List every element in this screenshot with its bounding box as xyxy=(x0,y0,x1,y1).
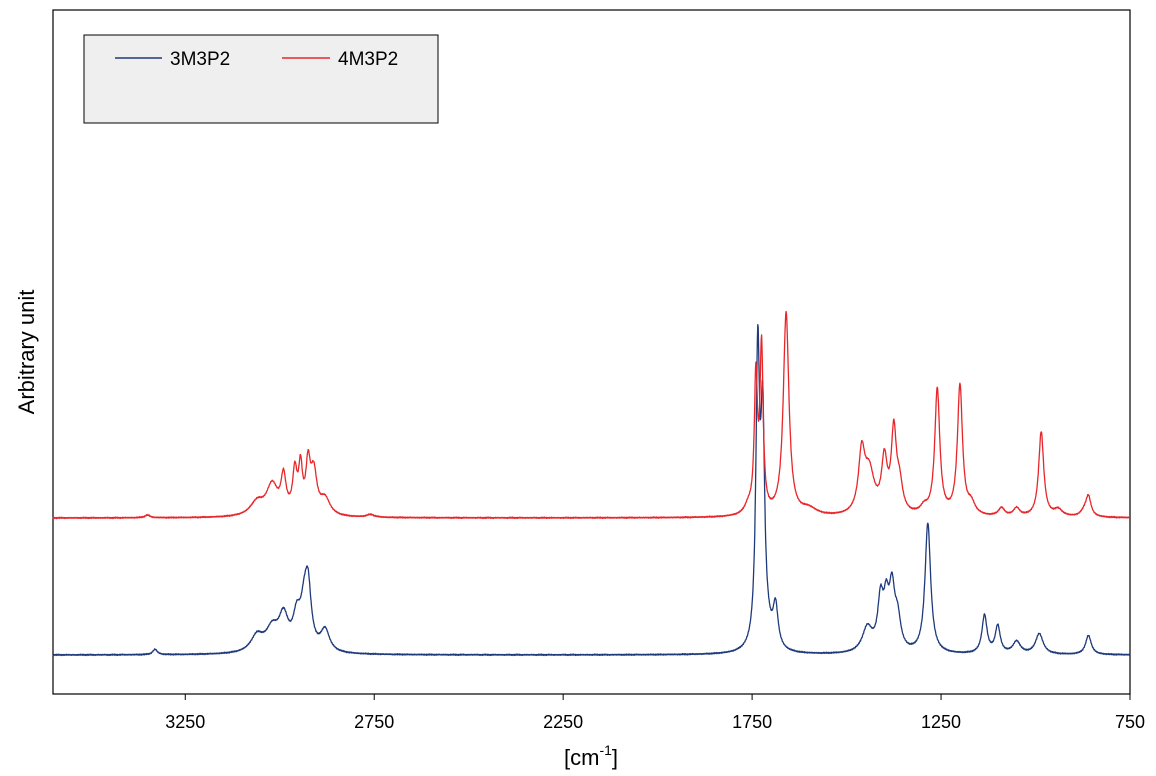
x-axis-label-superscript: -1 xyxy=(599,742,612,758)
x-tick-label: 2250 xyxy=(543,712,583,732)
y-axis-label: Arbitrary unit xyxy=(14,290,39,415)
x-axis-label: [cm-1] xyxy=(564,742,618,770)
x-tick-label: 1250 xyxy=(921,712,961,732)
legend-label-4m3p2: 4M3P2 xyxy=(338,49,398,70)
legend: 3M3P2 4M3P2 xyxy=(83,34,439,124)
x-tick-label: 3250 xyxy=(165,712,205,732)
legend-label-3m3p2: 3M3P2 xyxy=(170,49,230,70)
series-layer xyxy=(52,310,1131,657)
x-axis-ticks: 3250 2750 2250 1750 1250 750 xyxy=(165,694,1145,732)
x-tick-label: 1750 xyxy=(732,712,772,732)
x-tick-label: 750 xyxy=(1115,712,1145,732)
x-axis-label-main: [cm xyxy=(564,745,599,770)
legend-box xyxy=(83,34,439,124)
plot-frame xyxy=(52,9,1131,695)
series-line-4m3p2 xyxy=(52,310,1131,520)
x-axis-label-close: ] xyxy=(612,745,618,770)
series-line-3m3p2 xyxy=(52,324,1131,657)
x-tick-label: 2750 xyxy=(354,712,394,732)
